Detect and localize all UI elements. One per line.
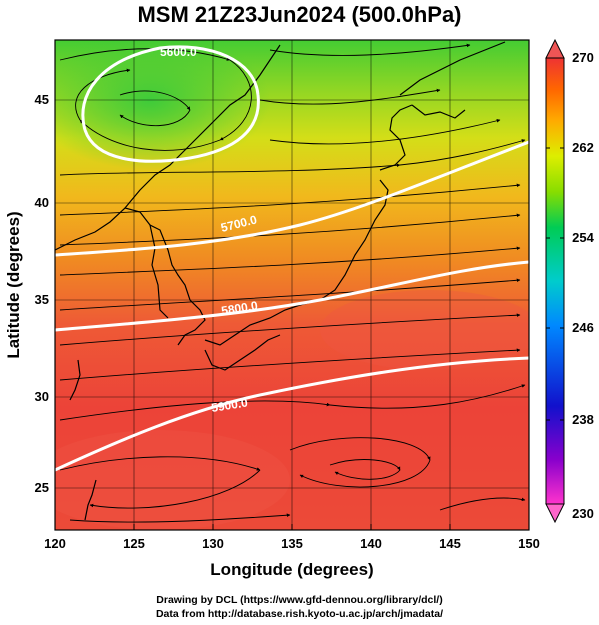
- x-tick-label: 135: [281, 536, 303, 551]
- contour-label-5600: 5600.0: [160, 45, 197, 59]
- coastlines: [55, 41, 506, 521]
- credit-data: Data from http://database.rish.kyoto-u.a…: [155, 608, 444, 620]
- colorbar-tick-label: 254: [572, 230, 594, 245]
- x-tick-marks: [54, 524, 530, 530]
- wind-streamlines: [59, 43, 526, 523]
- contour-label-5800: 5800.0: [220, 298, 259, 318]
- x-tick-labels: 120 125 130 135 140 145 150: [44, 536, 540, 551]
- temperature-field: [55, 40, 529, 530]
- colorbar-tick-label: 270: [572, 50, 594, 65]
- x-tick-label: 120: [44, 536, 66, 551]
- x-axis-label: Longitude (degrees): [210, 560, 373, 579]
- grid-lines: [55, 40, 529, 530]
- y-tick-labels: 25 30 35 40 45: [35, 92, 49, 495]
- y-tick-label: 35: [35, 292, 49, 307]
- colorbar: 270 262 254 246 238 230: [545, 38, 595, 524]
- x-tick-label: 140: [360, 536, 382, 551]
- x-tick-label: 145: [439, 536, 461, 551]
- x-tick-label: 150: [518, 536, 540, 551]
- x-tick-label: 130: [202, 536, 224, 551]
- height-contours: [55, 45, 529, 472]
- y-tick-label: 45: [35, 92, 49, 107]
- chart-title: MSM 21Z23Jun2024 (500.0hPa): [137, 2, 462, 27]
- contour-5900: [55, 356, 529, 472]
- y-tick-label: 25: [35, 480, 49, 495]
- colorbar-tick-label: 238: [572, 412, 594, 427]
- colorbar-max-arrow: [545, 38, 565, 59]
- y-tick-label: 30: [35, 389, 49, 404]
- credit-drawing: Drawing by DCL (https://www.gfd-dennou.o…: [156, 594, 443, 606]
- contour-5800: [55, 260, 529, 332]
- colorbar-tick-label: 230: [572, 506, 594, 521]
- colorbar-tick-label: 246: [572, 320, 594, 335]
- y-axis-label: Latitude (degrees): [4, 211, 23, 358]
- contour-5700: [55, 140, 529, 257]
- y-tick-label: 40: [35, 195, 49, 210]
- colorbar-min-arrow: [545, 503, 565, 524]
- x-tick-label: 125: [123, 536, 145, 551]
- contour-5600: [81, 45, 260, 163]
- contour-label-5900: 5900.0: [210, 395, 249, 415]
- colorbar-tick-label: 262: [572, 140, 594, 155]
